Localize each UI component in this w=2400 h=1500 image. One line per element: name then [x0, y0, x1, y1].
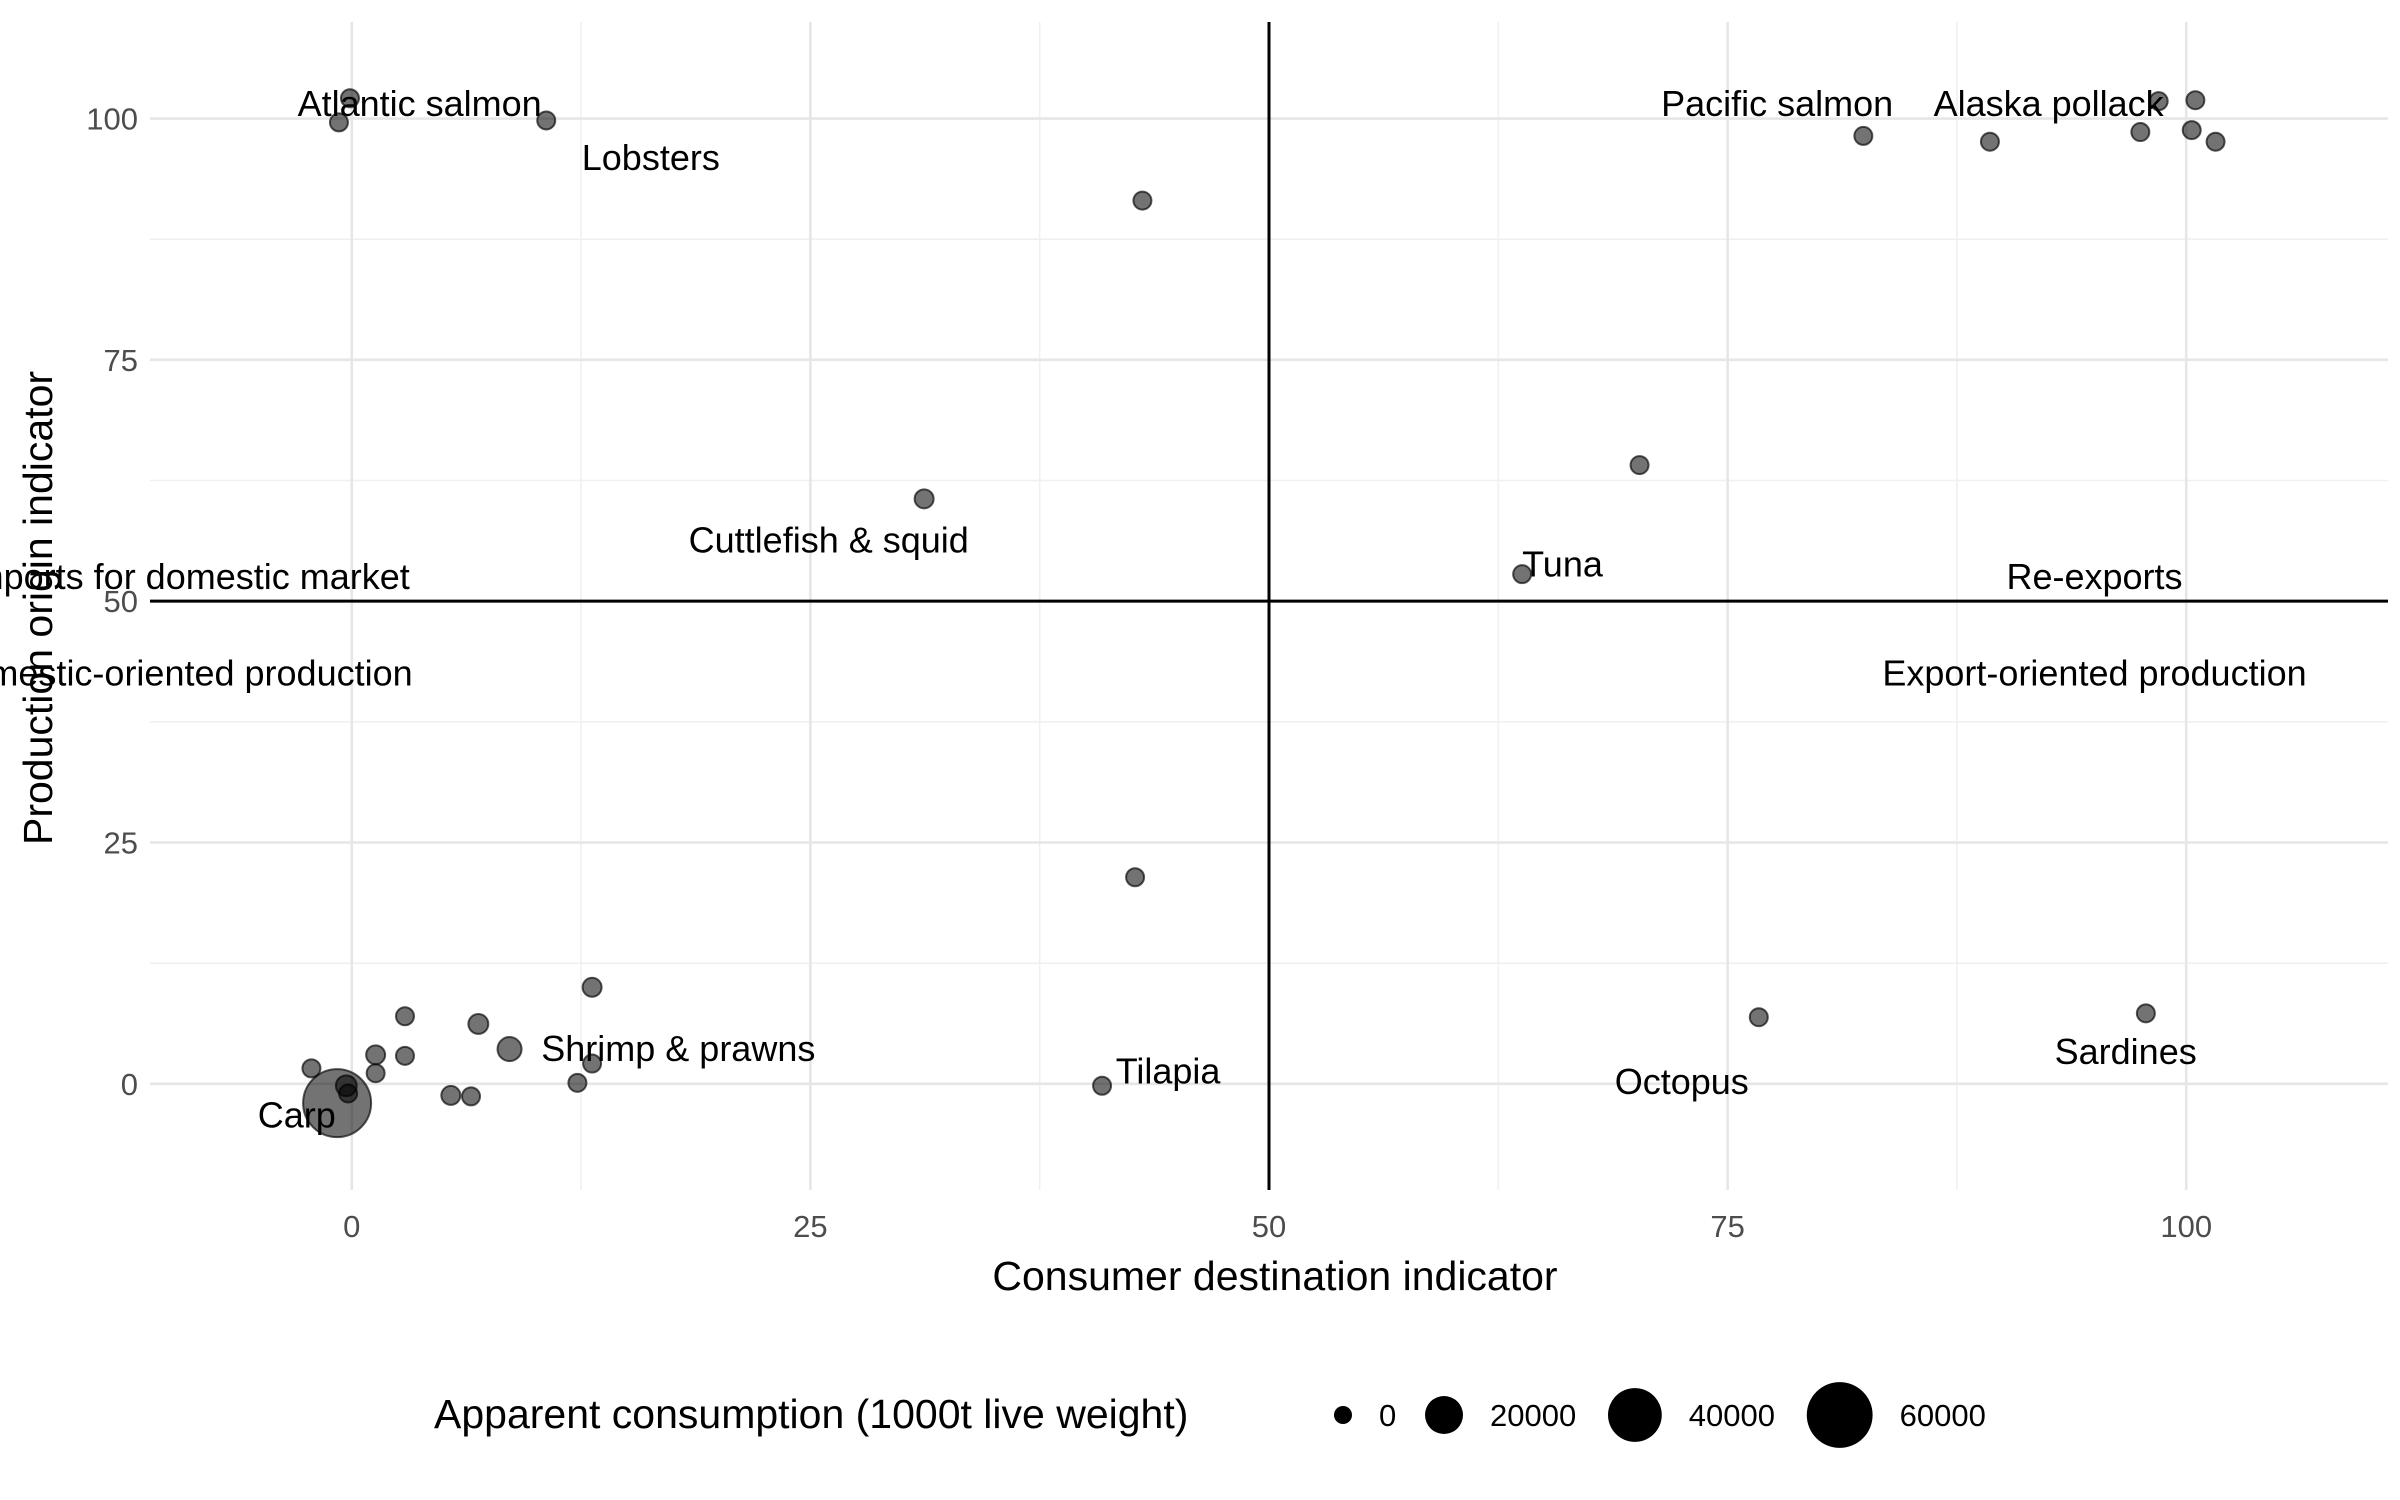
point-label: Lobsters	[582, 137, 720, 178]
point-label: Octopus	[1615, 1061, 1749, 1102]
y-tick-label: 50	[104, 584, 138, 619]
x-tick-label: 100	[2160, 1209, 2212, 1244]
data-point	[440, 1084, 462, 1106]
legend-key	[1425, 1395, 1464, 1435]
data-point	[467, 1013, 490, 1035]
x-tick-label: 0	[343, 1209, 360, 1244]
y-tick-label: 25	[104, 825, 138, 860]
legend-label: 20000	[1490, 1398, 1576, 1433]
legend-label: 40000	[1689, 1398, 1775, 1433]
tick-labels: 0 25 50 75 100 0 25 50 75 100	[86, 102, 2212, 1244]
data-point	[582, 1053, 603, 1074]
data-point	[913, 488, 935, 510]
data-point	[1125, 867, 1146, 888]
data-point	[338, 1083, 359, 1104]
reference-lines	[150, 22, 2388, 1190]
point-label: Pacific salmon	[1661, 83, 1893, 124]
y-axis-title: Production origin indicator	[15, 371, 61, 845]
data-point	[1512, 564, 1533, 585]
legend: Apparent consumption (1000t live weight)…	[434, 1382, 1986, 1448]
data-point	[1853, 125, 1874, 146]
legend-key	[1608, 1388, 1662, 1442]
data-point	[328, 112, 349, 133]
point-label: Sardines	[2055, 1031, 2197, 1072]
point-label: Tilapia	[1116, 1050, 1222, 1091]
quadrant-labels: Imports for domestic market Domestic-orie…	[0, 556, 2307, 694]
legend-keys: 0 20000 40000 60000	[1334, 1382, 1986, 1448]
data-point	[339, 88, 360, 109]
point-label: Cuttlefish & squid	[689, 519, 969, 560]
data-point	[365, 1044, 387, 1066]
data-point	[365, 1063, 386, 1084]
legend-label: 60000	[1900, 1398, 1986, 1433]
quadrant-label: Re-exports	[2006, 556, 2182, 597]
data-point	[461, 1086, 482, 1107]
point-label: Shrimp & prawns	[541, 1028, 815, 1069]
data-point	[1092, 1075, 1113, 1096]
data-point	[581, 976, 603, 998]
legend-key	[1806, 1382, 1873, 1448]
data-point	[2130, 122, 2151, 143]
data-point	[2148, 91, 2169, 112]
data-point	[1979, 131, 2000, 152]
point-labels: Atlantic salmon Lobsters Pacific salmon Ala…	[258, 83, 2197, 1136]
point-label: Carp	[258, 1095, 336, 1136]
data-point	[2135, 1003, 2156, 1024]
data-point	[2181, 120, 2202, 141]
quadrant-label: Imports for domestic market	[0, 556, 410, 597]
data-point	[1748, 1007, 1769, 1028]
data-point	[536, 110, 557, 131]
legend-title: Apparent consumption (1000t live weight)	[434, 1391, 1188, 1437]
data-point	[2205, 131, 2226, 152]
data-point	[394, 1045, 415, 1066]
data-point	[394, 1006, 415, 1027]
x-tick-label: 75	[1710, 1209, 1744, 1244]
x-tick-label: 25	[793, 1209, 827, 1244]
data-point	[1629, 455, 1650, 476]
data-point	[496, 1036, 523, 1063]
data-point	[301, 1058, 322, 1079]
point-label: Atlantic salmon	[298, 83, 542, 124]
data-point	[2185, 90, 2206, 111]
x-axis-title: Consumer destination indicator	[992, 1253, 1557, 1299]
point-label: Tuna	[1522, 543, 1604, 584]
quadrant-label: Domestic-oriented production	[0, 653, 413, 694]
data-point	[1132, 190, 1153, 211]
point-label: Alaska pollack	[1934, 83, 2165, 124]
y-tick-label: 0	[121, 1067, 138, 1102]
legend-label: 0	[1379, 1398, 1396, 1433]
data-point	[567, 1072, 588, 1093]
legend-key	[1334, 1406, 1352, 1424]
y-tick-label: 75	[104, 343, 138, 378]
x-tick-label: 50	[1252, 1209, 1286, 1244]
data-points	[301, 88, 2226, 1139]
quadrant-label: Export-oriented production	[1882, 653, 2306, 694]
y-tick-label: 100	[86, 102, 138, 137]
